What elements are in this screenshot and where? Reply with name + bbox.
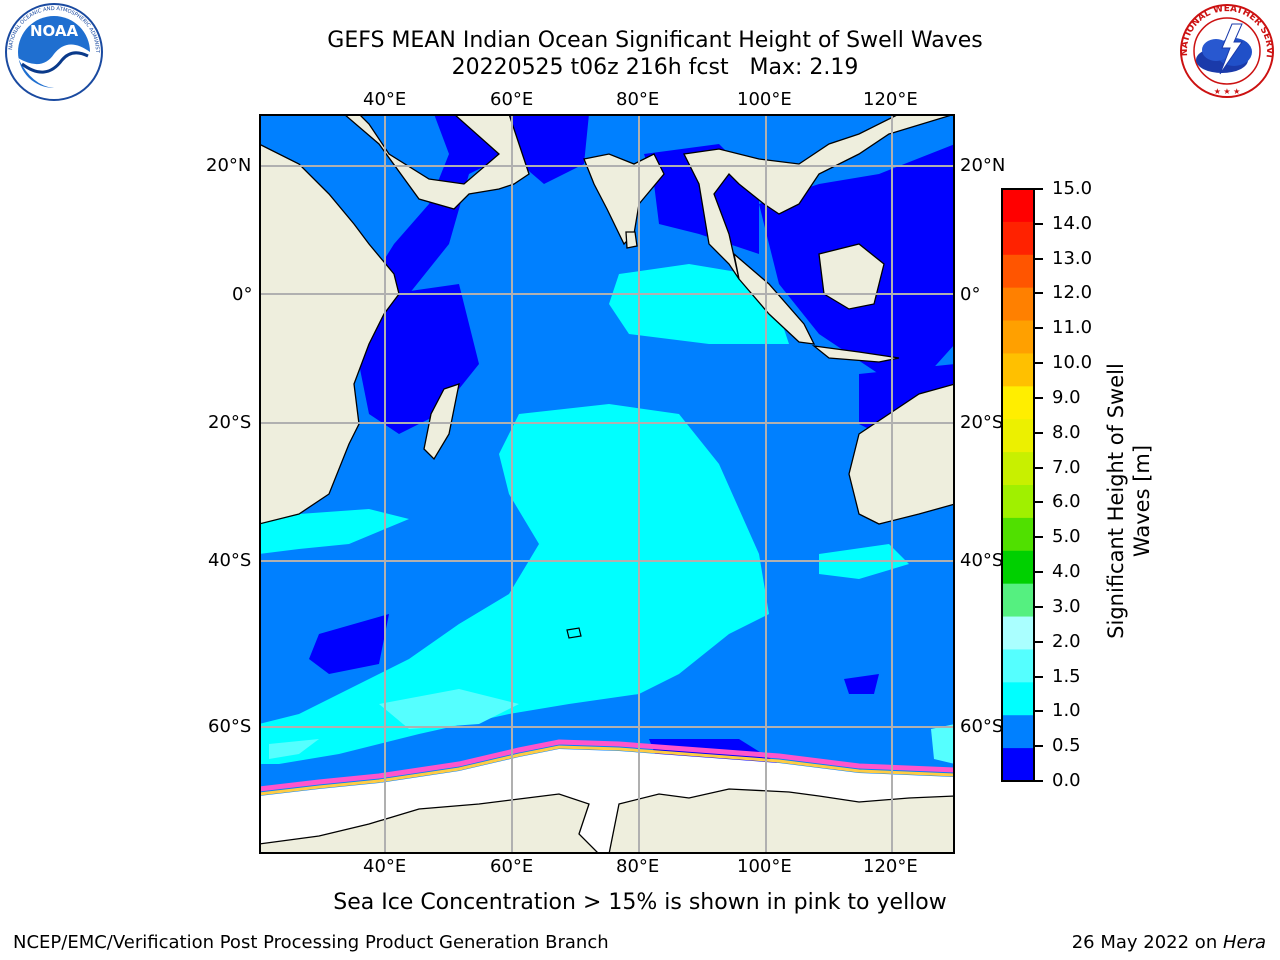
- sea-ice-edge: [259, 739, 955, 792]
- colorbar-label: Significant Height of Swell Waves [m]: [1099, 345, 1154, 645]
- sea-ice-note: Sea Ice Concentration > 15% is shown in …: [333, 890, 947, 915]
- colorbar-tick-label: 6.0: [1052, 491, 1081, 513]
- map-frame: [259, 114, 955, 854]
- colorbar-segment: [1002, 189, 1034, 223]
- colorbar-tick-mark: [1035, 675, 1043, 678]
- lon-label-bottom-80e: 80°E: [616, 856, 660, 877]
- lon-label-bottom-40e: 40°E: [363, 856, 407, 877]
- lat-label-left-60s: 60°S: [208, 716, 252, 737]
- colorbar-tick-mark: [1035, 431, 1043, 434]
- lon-label-top-60e: 60°E: [490, 89, 534, 110]
- colorbar-tick-mark: [1035, 571, 1043, 574]
- map-title: GEFS MEAN Indian Ocean Significant Heigh…: [327, 28, 983, 53]
- colorbar-tick-mark: [1035, 605, 1043, 608]
- colorbar-tick-mark: [1035, 640, 1043, 643]
- colorbar-tick-label: 1.5: [1052, 665, 1081, 687]
- colorbar-tick-label: 8.0: [1052, 421, 1081, 443]
- colorbar-tick-label: 0.5: [1052, 735, 1081, 757]
- nws-logo-icon: NATIONAL WEATHER SERVICE ★ ★ ★: [1176, 2, 1274, 98]
- colorbar-segment: [1002, 715, 1034, 749]
- lon-label-top-100e: 100°E: [737, 89, 792, 110]
- colorbar-label-line2: Waves [m]: [1130, 444, 1154, 558]
- colorbar-segment: [1002, 550, 1034, 585]
- colorbar-tick-label: 2.0: [1052, 630, 1081, 652]
- lat-label-right-40s: 40°S: [960, 550, 1004, 571]
- lon-label-bottom-100e: 100°E: [737, 856, 792, 877]
- colorbar-segment: [1002, 748, 1034, 782]
- colorbar-segment: [1002, 583, 1034, 618]
- noaa-logo-text: NOAA: [30, 22, 79, 40]
- colorbar-tick-label: 10.0: [1052, 352, 1093, 374]
- colorbar-tick-mark: [1035, 188, 1043, 190]
- lat-label-right-20s: 20°S: [960, 412, 1004, 433]
- lat-label-right-0: 0°: [960, 284, 981, 305]
- colorbar-tick-mark: [1035, 710, 1043, 713]
- colorbar-tick-mark: [1035, 327, 1043, 330]
- land-masses: [259, 114, 955, 854]
- colorbar-label-line1: Significant Height of Swell: [1104, 363, 1128, 639]
- swell-height-map: [259, 114, 955, 854]
- lat-label-left-40s: 40°S: [208, 550, 252, 571]
- colorbar-segment: [1002, 386, 1034, 420]
- colorbar-tick-label: 11.0: [1052, 317, 1093, 339]
- colorbar-tick-label: 7.0: [1052, 456, 1081, 478]
- colorbar-segment: [1002, 320, 1034, 354]
- colorbar-tick-mark: [1035, 466, 1043, 469]
- colorbar-segment: [1002, 287, 1034, 322]
- colorbar-tick-label: 1.0: [1052, 700, 1081, 722]
- lat-label-left-20s: 20°S: [208, 412, 252, 433]
- high-swell-regions: [269, 689, 955, 764]
- graticule: [259, 114, 955, 854]
- colorbar-tick-mark: [1035, 222, 1043, 225]
- colorbar: [1001, 188, 1035, 782]
- colorbar-tick-label: 15.0: [1052, 178, 1093, 199]
- colorbar-tick-label: 5.0: [1052, 526, 1081, 548]
- lon-label-top-40e: 40°E: [363, 89, 407, 110]
- colorbar-segment: [1002, 649, 1034, 683]
- footer-machine: Hera: [1222, 932, 1266, 953]
- colorbar-tick-mark: [1035, 501, 1043, 504]
- colorbar-tick-label: 13.0: [1052, 247, 1093, 269]
- colorbar-segment: [1002, 616, 1034, 650]
- colorbar-segment: [1002, 452, 1034, 486]
- footer-branch: NCEP/EMC/Verification Post Processing Pr…: [13, 932, 609, 953]
- colorbar-tick-mark: [1035, 745, 1043, 748]
- lat-label-left-0: 0°: [232, 284, 253, 305]
- lon-label-top-120e: 120°E: [863, 89, 918, 110]
- colorbar-tick-label: 4.0: [1052, 561, 1081, 583]
- footer-date: 26 May 2022 on Hera: [1072, 932, 1266, 953]
- svg-text:★ ★ ★: ★ ★ ★: [1214, 87, 1241, 96]
- lat-label-left-20n: 20°N: [206, 155, 252, 176]
- colorbar-segment: [1002, 517, 1034, 552]
- colorbar-segment: [1002, 254, 1034, 289]
- lat-label-right-60s: 60°S: [960, 716, 1004, 737]
- colorbar-tick-mark: [1035, 780, 1043, 782]
- colorbar-tick-label: 9.0: [1052, 386, 1081, 408]
- colorbar-segment: [1002, 419, 1034, 453]
- footer-date-text: 26 May 2022 on: [1071, 932, 1223, 953]
- lat-label-right-20n: 20°N: [960, 155, 1006, 176]
- colorbar-tick-label: 12.0: [1052, 282, 1093, 304]
- colorbar-segment: [1002, 221, 1034, 256]
- lon-label-bottom-120e: 120°E: [863, 856, 918, 877]
- colorbar-tick-mark: [1035, 257, 1043, 260]
- colorbar-tick-label: 0.0: [1052, 770, 1081, 791]
- noaa-logo-icon: NOAA NATIONAL OCEANIC AND ATMOSPHERIC AD…: [2, 2, 103, 101]
- colorbar-tick-mark: [1035, 362, 1043, 365]
- colorbar-tick-mark: [1035, 292, 1043, 295]
- map-subtitle: 20220525 t06z 216h fcst Max: 2.19: [451, 55, 859, 80]
- colorbar-segment: [1002, 353, 1034, 387]
- colorbar-tick-mark: [1035, 396, 1043, 399]
- lon-label-top-80e: 80°E: [616, 89, 660, 110]
- colorbar-segment: [1002, 682, 1034, 716]
- colorbar-segment: [1002, 485, 1034, 519]
- colorbar-tick-label: 14.0: [1052, 212, 1093, 234]
- colorbar-tick-label: 3.0: [1052, 595, 1081, 617]
- lon-label-bottom-60e: 60°E: [490, 856, 534, 877]
- colorbar-tick-mark: [1035, 536, 1043, 539]
